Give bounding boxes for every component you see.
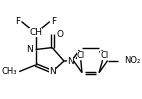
Text: N: N bbox=[49, 67, 56, 76]
Text: F: F bbox=[15, 17, 20, 26]
Text: CH: CH bbox=[29, 28, 42, 37]
Text: O: O bbox=[57, 30, 64, 39]
Text: N: N bbox=[26, 45, 33, 54]
Text: F: F bbox=[51, 17, 56, 26]
Text: Cl: Cl bbox=[100, 51, 108, 60]
Text: CH₃: CH₃ bbox=[2, 67, 17, 76]
Text: N: N bbox=[67, 57, 74, 66]
Text: NO₂: NO₂ bbox=[124, 56, 140, 65]
Text: Cl: Cl bbox=[77, 51, 85, 60]
